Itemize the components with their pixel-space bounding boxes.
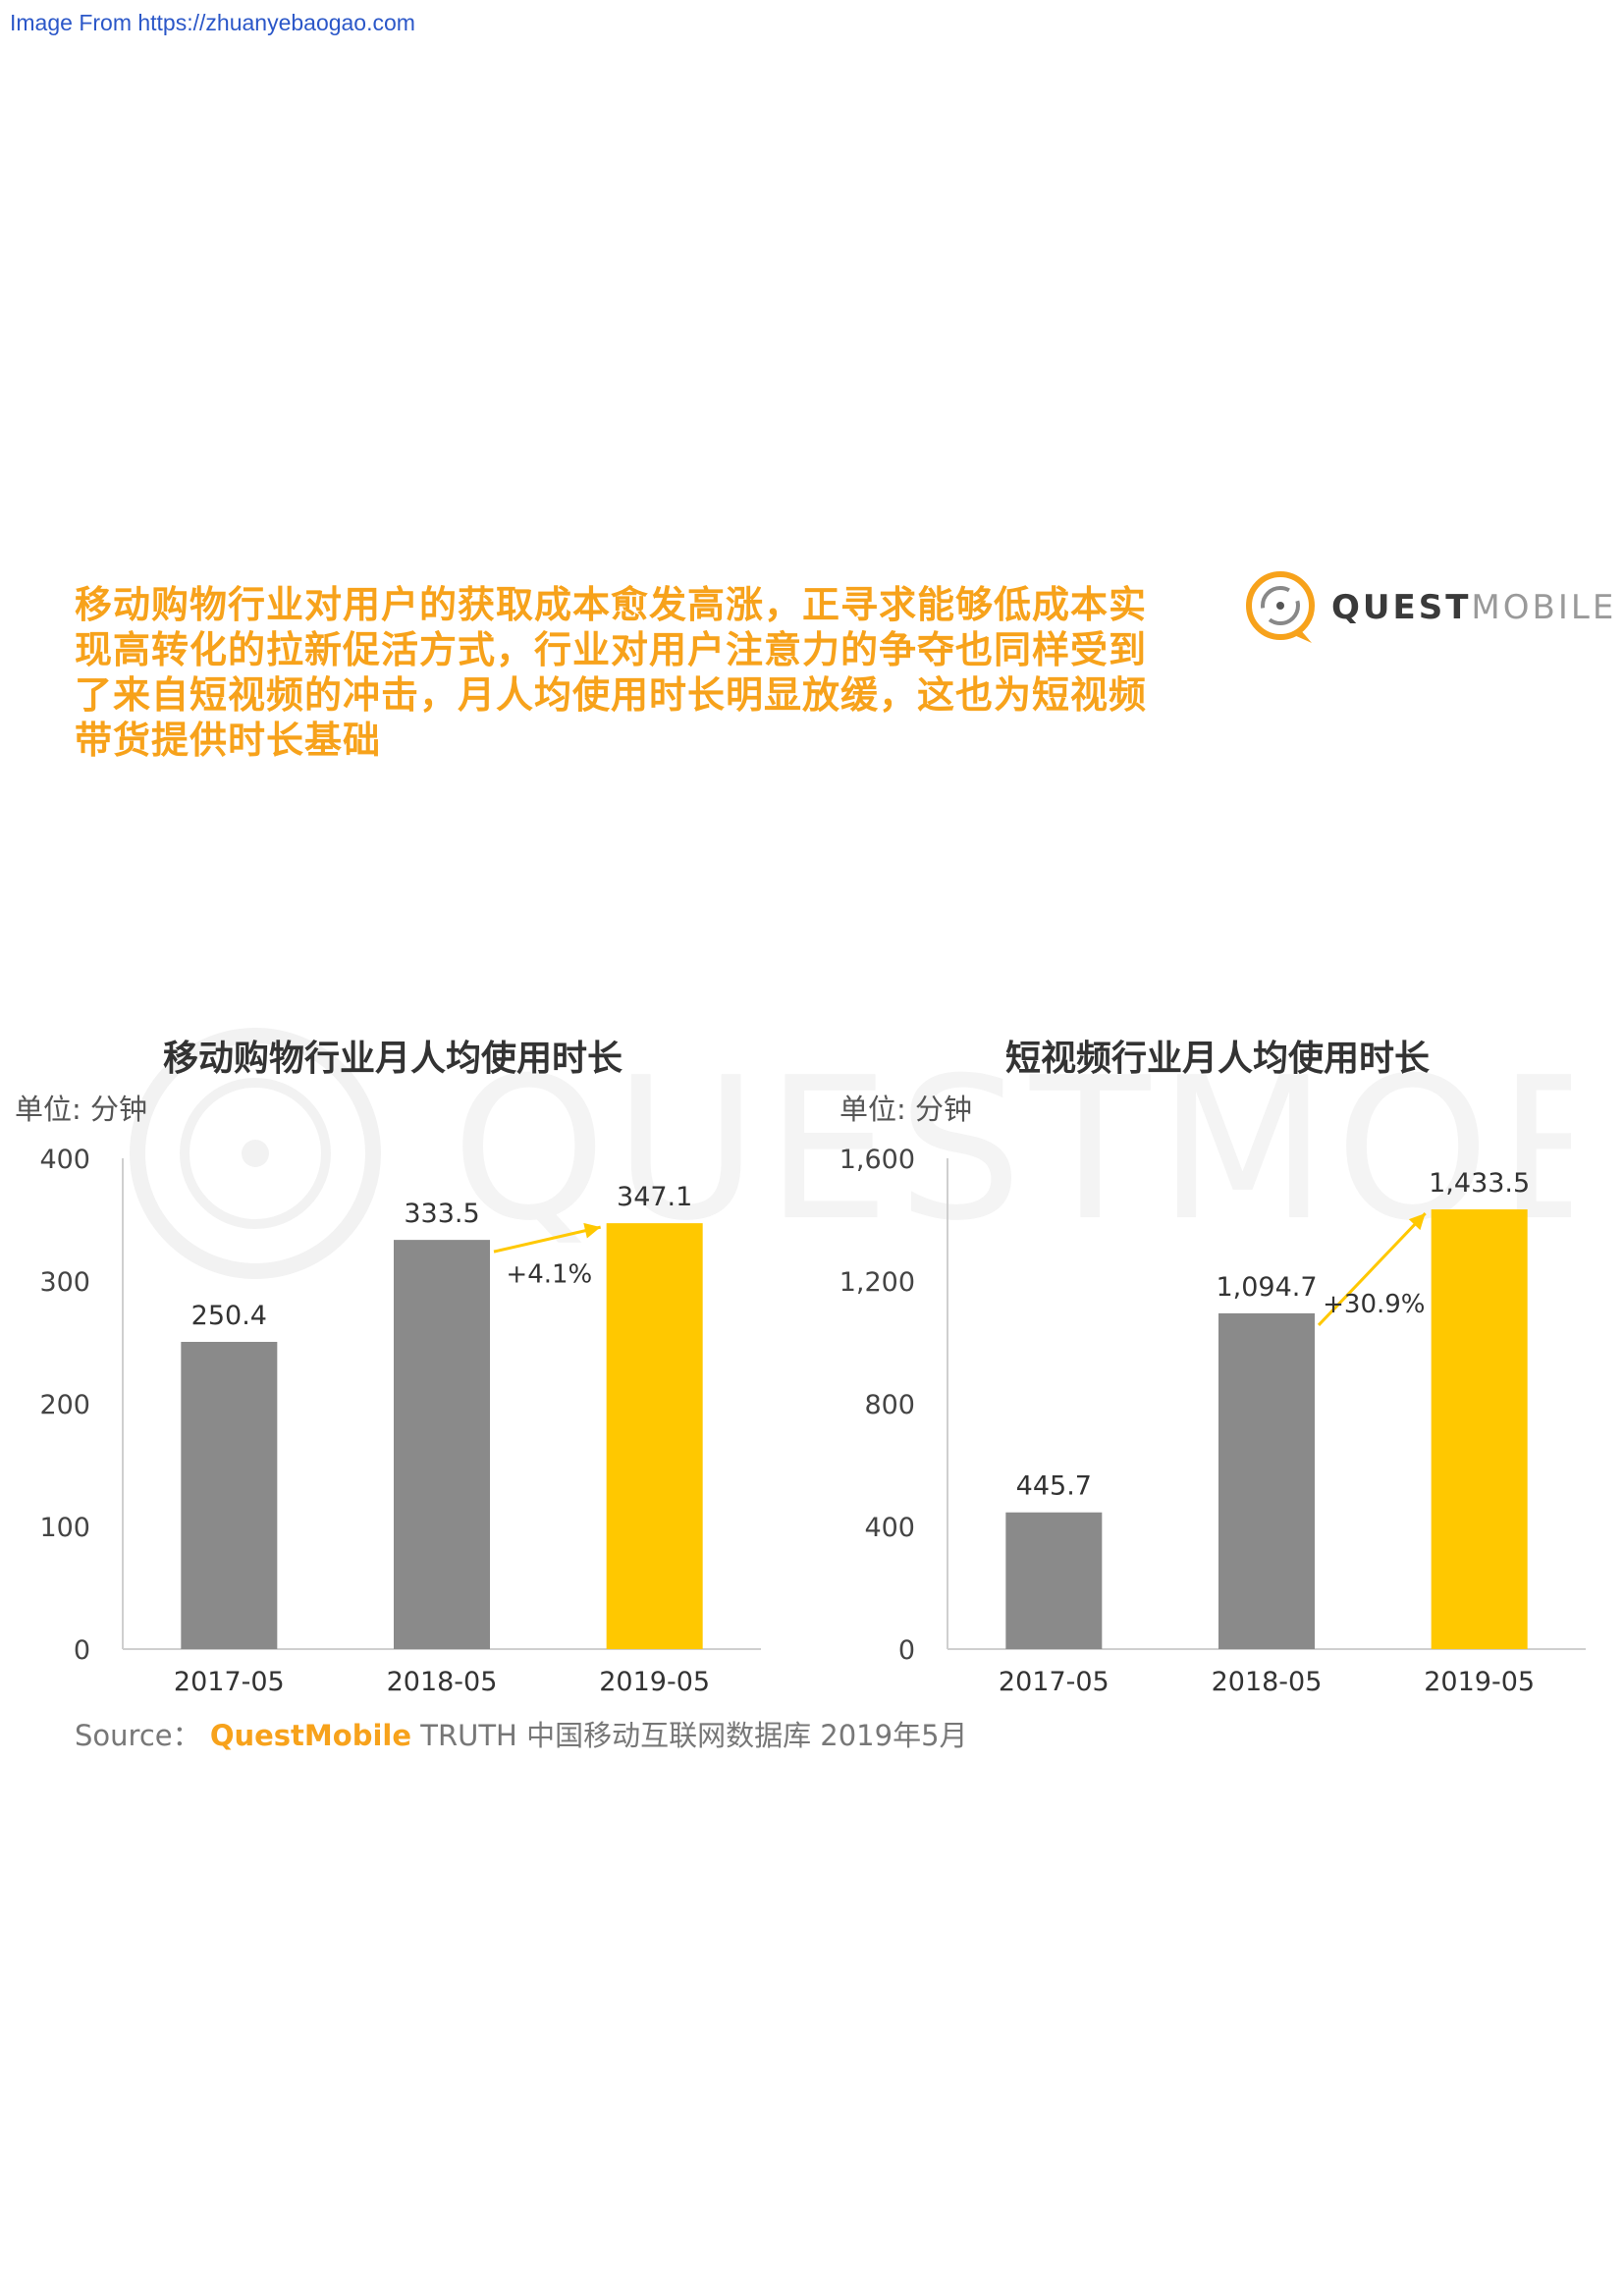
bar — [181, 1342, 278, 1649]
headline: 移动购物行业对用户的获取成本愈发高涨，正寻求能够低成本实 现高转化的拉新促活方式… — [75, 582, 1233, 763]
unit-label: 单位: 分钟 — [15, 1093, 147, 1126]
x-tick-label: 2018-05 — [387, 1667, 498, 1697]
bar-value-label: 347.1 — [617, 1182, 692, 1212]
y-tick-label: 1,600 — [839, 1145, 915, 1175]
y-tick-label: 400 — [39, 1145, 90, 1175]
source-brand: QuestMobile — [209, 1719, 412, 1752]
x-tick-label: 2017-05 — [999, 1667, 1110, 1697]
bar — [1431, 1209, 1528, 1649]
growth-arrow-head — [1408, 1213, 1426, 1231]
x-tick-label: 2019-05 — [599, 1667, 710, 1697]
bar-value-label: 1,094.7 — [1216, 1272, 1317, 1303]
y-tick-label: 800 — [864, 1390, 915, 1420]
bar-value-label: 250.4 — [191, 1301, 267, 1331]
growth-arrow-line — [493, 1225, 602, 1254]
source-url-link[interactable]: Image From https://zhuanyebaogao.com — [10, 10, 415, 35]
questmobile-logo-icon — [1246, 571, 1315, 643]
chart-title: 移动购物行业月人均使用时长 — [163, 1039, 623, 1079]
questmobile-logo: QUESTMOBILE — [1239, 564, 1613, 653]
unit-label: 单位: 分钟 — [839, 1093, 972, 1126]
logo-wordmark-bold: QUEST — [1331, 588, 1472, 627]
chart-title: 短视频行业月人均使用时长 — [1005, 1039, 1430, 1079]
logo-wordmark-light: MOBILE — [1471, 588, 1617, 627]
bar — [394, 1240, 490, 1649]
source-prefix: Source： — [75, 1719, 201, 1752]
headline-line: 现高转化的拉新促活方式，行业对用户注意力的争夺也同样受到 — [75, 628, 1148, 671]
source-note: Source： QuestMobile TRUTH 中国移动互联网数据库 201… — [75, 1713, 968, 1754]
headline-line: 了来自短视频的冲击，月人均使用时长明显放缓，这也为短视频 — [75, 673, 1148, 717]
y-tick-label: 0 — [74, 1635, 90, 1666]
x-tick-label: 2019-05 — [1424, 1667, 1535, 1697]
source-rest: TRUTH 中国移动互联网数据库 2019年5月 — [420, 1719, 968, 1752]
x-tick-label: 2018-05 — [1212, 1667, 1323, 1697]
bar-value-label: 1,433.5 — [1429, 1168, 1530, 1199]
growth-arrow-head — [583, 1222, 601, 1239]
headline-line: 带货提供时长基础 — [75, 719, 382, 762]
headline-line: 移动购物行业对用户的获取成本愈发高涨，正寻求能够低成本实 — [75, 583, 1148, 626]
bar — [606, 1223, 703, 1649]
bar-value-label: 445.7 — [1016, 1471, 1092, 1502]
bar — [1218, 1312, 1315, 1649]
y-tick-label: 400 — [864, 1513, 915, 1543]
y-tick-label: 0 — [898, 1635, 915, 1666]
growth-label: +4.1% — [506, 1260, 592, 1290]
y-tick-label: 100 — [39, 1513, 90, 1543]
growth-arrow-line — [1317, 1211, 1427, 1326]
x-tick-label: 2017-05 — [174, 1667, 285, 1697]
y-tick-label: 200 — [39, 1390, 90, 1420]
bar — [1005, 1512, 1103, 1649]
growth-label: +30.9% — [1323, 1290, 1425, 1319]
logo-wordmark: QUESTMOBILE — [1331, 588, 1616, 627]
y-tick-label: 1,200 — [839, 1267, 915, 1298]
y-tick-label: 300 — [39, 1267, 90, 1298]
bar-value-label: 333.5 — [404, 1199, 479, 1229]
